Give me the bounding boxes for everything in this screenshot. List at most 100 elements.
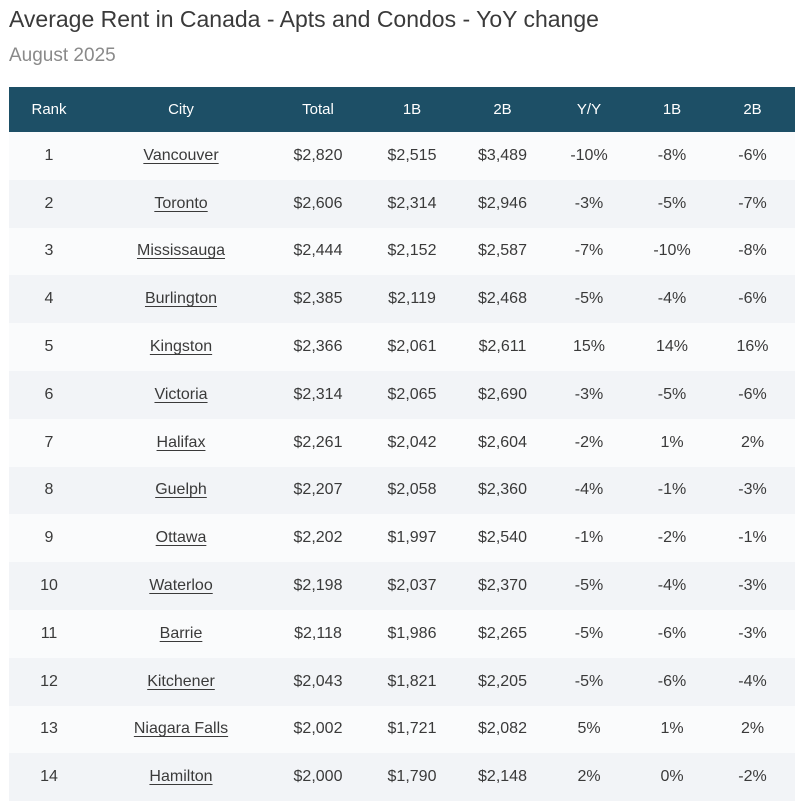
table-body: 1 Vancouver $2,820 $2,515 $3,489 -10% -8% -6% 2 T…: [9, 132, 795, 801]
cell-one-bed: $2,065: [363, 370, 461, 419]
column-header-city[interactable]: City: [89, 87, 273, 132]
cell-two-bed: $2,205: [461, 657, 544, 706]
cell-rank: 1: [9, 132, 89, 180]
city-link[interactable]: Mississauga: [136, 242, 226, 260]
cell-yoy-one-bed: -5%: [634, 179, 710, 228]
cell-yoy-total: -4%: [544, 466, 634, 515]
cell-yoy-total: 5%: [544, 705, 634, 754]
table-row: 7 Halifax $2,261 $2,042 $2,604 -2% 1% 2%: [9, 418, 795, 467]
cell-total: $2,207: [273, 466, 363, 515]
cell-one-bed: $1,721: [363, 705, 461, 754]
cell-yoy-two-bed: -3%: [710, 466, 795, 515]
city-link[interactable]: Kingston: [149, 338, 213, 356]
cell-rank: 5: [9, 323, 89, 371]
city-link[interactable]: Burlington: [144, 290, 218, 308]
cell-yoy-one-bed: -5%: [634, 370, 710, 419]
cell-yoy-two-bed: -3%: [710, 562, 795, 610]
city-link[interactable]: Hamilton: [149, 768, 213, 786]
cell-city: Niagara Falls: [89, 705, 273, 754]
cell-rank: 4: [9, 275, 89, 324]
cell-yoy-total: -3%: [544, 179, 634, 228]
city-link[interactable]: Halifax: [156, 433, 206, 451]
cell-one-bed: $2,314: [363, 179, 461, 228]
cell-yoy-two-bed: -3%: [710, 609, 795, 658]
cell-total: $2,366: [273, 323, 363, 371]
cell-rank: 9: [9, 514, 89, 563]
cell-total: $2,118: [273, 609, 363, 658]
cell-two-bed: $2,265: [461, 609, 544, 658]
table-row: 5 Kingston $2,366 $2,061 $2,611 15% 14% 16%: [9, 323, 795, 371]
cell-one-bed: $1,821: [363, 657, 461, 706]
table-row: 6 Victoria $2,314 $2,065 $2,690 -3% -5% -6%: [9, 370, 795, 419]
city-link[interactable]: Ottawa: [155, 529, 207, 547]
column-header-two-bed[interactable]: 2B: [461, 87, 544, 132]
cell-yoy-two-bed: -7%: [710, 179, 795, 228]
cell-one-bed: $1,986: [363, 609, 461, 658]
table-row: 4 Burlington $2,385 $2,119 $2,468 -5% -4% -6%: [9, 275, 795, 324]
cell-two-bed: $2,148: [461, 753, 544, 801]
cell-yoy-two-bed: -4%: [710, 657, 795, 706]
cell-city: Victoria: [89, 370, 273, 419]
city-link[interactable]: Guelph: [155, 481, 207, 499]
cell-rank: 11: [9, 609, 89, 658]
cell-yoy-two-bed: 16%: [710, 323, 795, 371]
table-row: 1 Vancouver $2,820 $2,515 $3,489 -10% -8% -6%: [9, 132, 795, 180]
column-header-yoy-one-bed[interactable]: 1B: [634, 87, 710, 132]
column-header-yoy-total[interactable]: Y/Y: [544, 87, 634, 132]
cell-one-bed: $2,119: [363, 275, 461, 324]
cell-one-bed: $1,790: [363, 753, 461, 801]
cell-yoy-total: 2%: [544, 753, 634, 801]
column-header-total[interactable]: Total: [273, 87, 363, 132]
city-link[interactable]: Toronto: [154, 194, 208, 212]
cell-one-bed: $2,515: [363, 132, 461, 180]
city-link[interactable]: Niagara Falls: [133, 720, 229, 738]
cell-total: $2,198: [273, 562, 363, 610]
table-row: 13 Niagara Falls $2,002 $1,721 $2,082 5% 1% 2%: [9, 705, 795, 754]
table-row: 11 Barrie $2,118 $1,986 $2,265 -5% -6% -3%: [9, 609, 795, 658]
cell-city: Toronto: [89, 179, 273, 228]
cell-yoy-one-bed: -6%: [634, 609, 710, 658]
cell-yoy-total: -5%: [544, 275, 634, 324]
cell-yoy-total: 15%: [544, 323, 634, 371]
city-link[interactable]: Vancouver: [143, 146, 219, 164]
page-subtitle: August 2025: [9, 45, 116, 66]
city-link[interactable]: Kitchener: [147, 672, 215, 690]
cell-yoy-one-bed: -2%: [634, 514, 710, 563]
column-header-rank[interactable]: Rank: [9, 87, 89, 132]
cell-rank: 2: [9, 179, 89, 228]
cell-city: Halifax: [89, 418, 273, 467]
page-title: Average Rent in Canada - Apts and Condos…: [9, 6, 599, 32]
table-row: 3 Mississauga $2,444 $2,152 $2,587 -7% -10% -8%: [9, 227, 795, 276]
cell-total: $2,043: [273, 657, 363, 706]
cell-one-bed: $1,997: [363, 514, 461, 563]
cell-city: Hamilton: [89, 753, 273, 801]
cell-yoy-two-bed: -6%: [710, 370, 795, 419]
cell-two-bed: $2,604: [461, 418, 544, 467]
cell-yoy-two-bed: -8%: [710, 227, 795, 276]
cell-total: $2,385: [273, 275, 363, 324]
column-header-yoy-two-bed[interactable]: 2B: [710, 87, 795, 132]
city-link[interactable]: Waterloo: [149, 577, 213, 595]
cell-city: Burlington: [89, 275, 273, 324]
table-row: 10 Waterloo $2,198 $2,037 $2,370 -5% -4% -3%: [9, 562, 795, 610]
cell-rank: 7: [9, 418, 89, 467]
city-link[interactable]: Barrie: [159, 624, 203, 642]
cell-rank: 10: [9, 562, 89, 610]
city-link[interactable]: Victoria: [154, 385, 208, 403]
cell-rank: 8: [9, 466, 89, 515]
table-row: 8 Guelph $2,207 $2,058 $2,360 -4% -1% -3%: [9, 466, 795, 515]
cell-two-bed: $2,468: [461, 275, 544, 324]
cell-rank: 6: [9, 370, 89, 419]
cell-city: Waterloo: [89, 562, 273, 610]
cell-two-bed: $2,082: [461, 705, 544, 754]
cell-two-bed: $2,370: [461, 562, 544, 610]
cell-total: $2,606: [273, 179, 363, 228]
column-header-one-bed[interactable]: 1B: [363, 87, 461, 132]
cell-total: $2,444: [273, 227, 363, 276]
cell-two-bed: $2,360: [461, 466, 544, 515]
table-row: 14 Hamilton $2,000 $1,790 $2,148 2% 0% -2%: [9, 753, 795, 801]
cell-yoy-one-bed: -4%: [634, 562, 710, 610]
cell-yoy-one-bed: 1%: [634, 705, 710, 754]
cell-yoy-one-bed: 1%: [634, 418, 710, 467]
cell-one-bed: $2,152: [363, 227, 461, 276]
